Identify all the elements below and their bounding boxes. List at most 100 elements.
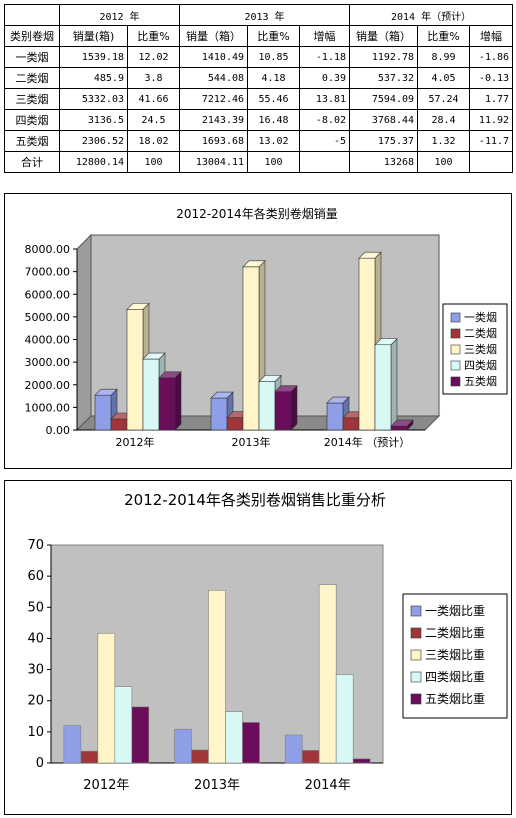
- table-cell: 16.48: [247, 109, 301, 131]
- table-cell: 18.02: [126, 130, 181, 152]
- y-tick-label: 4000.00: [25, 334, 71, 347]
- table-cell: -1.86: [469, 46, 514, 68]
- table-cell: -5: [299, 130, 351, 152]
- sales-share-chart: 2012-2014年各类别卷烟销售比重分析 0 10 20 30 40 50 60 70 2012…: [27, 491, 508, 793]
- table-cell: 5332.03: [59, 88, 128, 110]
- row-label: 四类烟: [4, 109, 60, 131]
- bar: [126, 309, 144, 431]
- bar-top: [390, 419, 414, 427]
- table-cell: 544.08: [179, 67, 249, 89]
- bar: [342, 417, 360, 431]
- column-header: 类别卷烟: [4, 25, 60, 47]
- bar-top: [358, 251, 382, 259]
- y-tick-label: 6000.00: [25, 288, 71, 301]
- row-label: 五类烟: [4, 130, 60, 152]
- column-header: 增幅: [469, 25, 514, 47]
- bar-side: [390, 338, 398, 431]
- table-cell: 3768.44: [349, 109, 419, 131]
- bar: [242, 266, 260, 431]
- bar: [174, 728, 192, 764]
- legend-label: 四类烟: [464, 358, 497, 372]
- sales-volume-chart: 2012-2014年各类别卷烟销量 0.00 1000.00 2000.00 3000.…: [25, 206, 508, 449]
- legend-label: 三类烟: [464, 342, 497, 356]
- legend-label: 三类烟比重: [425, 648, 485, 662]
- bar: [114, 686, 133, 764]
- bar-top: [274, 385, 298, 392]
- row-label: 一类烟: [4, 46, 60, 68]
- y-tick-label: 40: [27, 631, 44, 646]
- y-tick-label: 8000.00: [25, 243, 71, 256]
- column-header: 增幅: [299, 25, 351, 47]
- chart-title: 2012-2014年各类别卷烟销售比重分析: [124, 491, 386, 509]
- bar: [242, 722, 260, 764]
- column-header: 销量（箱）: [349, 25, 419, 47]
- y-tick-label: 1000.00: [25, 401, 71, 414]
- year-header-row: 2012 年 2013 年 2014 年（预计）: [4, 4, 514, 26]
- legend-label: 五类烟比重: [425, 692, 485, 706]
- table-cell: -1.18: [299, 46, 351, 68]
- bar: [326, 402, 344, 431]
- x-tick-label: 2012年: [83, 778, 129, 793]
- table-row: 五类烟 2306.52 18.02 1693.68 13.02 -5 175.37 1.32-…: [4, 130, 514, 152]
- bar: [284, 734, 303, 764]
- year-header-2014: 2014 年（预计）: [349, 4, 514, 26]
- bar: [318, 584, 337, 764]
- table-cell: 1693.68: [179, 130, 249, 152]
- sales-share-chart-box: 2012-2014年各类别卷烟销售比重分析 0 10 20 30 40 50 60 70 2012…: [4, 480, 512, 815]
- x-tick-label: 2014年 （预计）: [324, 435, 411, 449]
- legend-swatch: [410, 605, 422, 617]
- table-cell: 100: [126, 151, 181, 173]
- bar-side: [290, 384, 298, 431]
- bar: [226, 417, 244, 431]
- table-cell: 7212.46: [179, 88, 249, 110]
- y-tick-label: 0.00: [46, 424, 71, 437]
- x-tick-label: 2014年: [305, 778, 351, 793]
- table-cell: 13004.11: [179, 151, 249, 173]
- bar: [258, 381, 276, 431]
- sales-table: 2012 年 2013 年 2014 年（预计） 类别卷烟 销量(箱) 比重% …: [4, 4, 514, 173]
- y-tick-label: 20: [27, 694, 44, 709]
- legend-label: 二类烟: [464, 326, 497, 340]
- legend-swatch: [450, 376, 461, 387]
- bar: [352, 758, 371, 764]
- bar-top: [126, 303, 150, 310]
- table-row: 四类烟 3136.5 24.5 2143.39 16.48 -8.02 3768.44 28.…: [4, 109, 514, 131]
- table-cell: 10.85: [247, 46, 301, 68]
- table-cell: -8.02: [299, 109, 351, 131]
- legend-swatch: [450, 344, 461, 355]
- sales-volume-chart-box: 2012-2014年各类别卷烟销量 0.00 1000.00 2000.00 3000.…: [4, 193, 512, 469]
- legend-label: 一类烟: [464, 310, 497, 324]
- legend-label: 一类烟比重: [425, 604, 485, 618]
- bar-top: [142, 352, 166, 360]
- row-label: 二类烟: [4, 67, 60, 89]
- bar: [142, 358, 160, 431]
- legend-label: 五类烟: [464, 374, 497, 388]
- legend-swatch: [410, 649, 422, 661]
- corner-cell: [4, 4, 60, 26]
- table-cell: [299, 151, 351, 173]
- table-cell: 8.99: [417, 46, 471, 68]
- row-label: 合计: [4, 151, 60, 173]
- year-header-2013: 2013 年: [179, 4, 351, 26]
- legend-swatch: [410, 693, 422, 705]
- table-cell: 13268: [349, 151, 419, 173]
- table-cell: 12800.14: [59, 151, 128, 173]
- row-label: 三类烟: [4, 88, 60, 110]
- bar-top: [158, 371, 182, 379]
- bar: [80, 750, 99, 764]
- table-cell: -11.7: [469, 130, 514, 152]
- legend-swatch: [410, 627, 422, 639]
- bar-top: [258, 375, 282, 382]
- table-cell: 13.02: [247, 130, 301, 152]
- table-cell: 100: [247, 151, 301, 173]
- bar: [97, 632, 116, 764]
- x-tick-label: 2012年: [116, 435, 155, 449]
- table-cell: 2143.39: [179, 109, 249, 131]
- table-cell: -0.13: [469, 67, 514, 89]
- table-cell: 13.81: [299, 88, 351, 110]
- table-cell: 1410.49: [179, 46, 249, 68]
- bar: [191, 749, 209, 764]
- bar: [301, 750, 320, 764]
- y-tick-label: 50: [27, 600, 44, 615]
- table-cell: 2306.52: [59, 130, 128, 152]
